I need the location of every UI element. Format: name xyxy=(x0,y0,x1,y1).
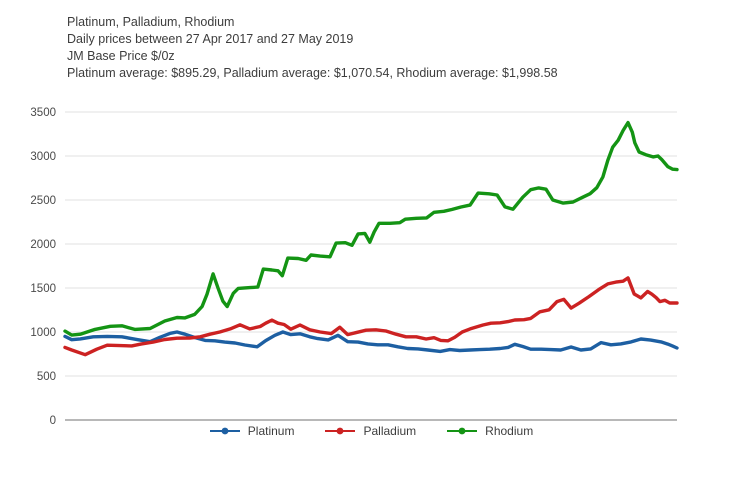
y-tick-label: 0 xyxy=(50,415,56,427)
legend-item-rhodium[interactable]: Rhodium xyxy=(446,424,533,438)
chart-averages: Platinum average: $895.29, Palladium ave… xyxy=(67,66,558,80)
legend-label: Palladium xyxy=(363,424,417,438)
y-tick-label: 2500 xyxy=(30,195,56,207)
y-tick-label: 3000 xyxy=(30,151,56,163)
y-tick-label: 3500 xyxy=(30,107,56,119)
legend-marker-palladium-icon xyxy=(325,427,356,435)
y-tick-label: 1500 xyxy=(30,283,56,295)
legend-label: Platinum xyxy=(247,424,295,438)
chart-title: Platinum, Palladium, Rhodium xyxy=(67,15,235,29)
chart-subtitle: Daily prices between 27 Apr 2017 and 27 … xyxy=(67,32,354,46)
chart-unit-label: JM Base Price $/0z xyxy=(67,49,175,63)
legend-marker-rhodium-icon xyxy=(447,427,478,435)
legend-item-palladium[interactable]: Palladium xyxy=(324,424,416,438)
series-line-platinum xyxy=(63,330,679,354)
y-tick-label: 2000 xyxy=(30,239,56,251)
legend-item-platinum[interactable]: Platinum xyxy=(209,424,295,438)
series-line-rhodium xyxy=(63,120,679,337)
series-line-palladium xyxy=(63,276,679,357)
chart-header: Platinum, Palladium, Rhodium Daily price… xyxy=(67,14,558,82)
legend-marker-platinum-icon xyxy=(209,427,240,435)
y-tick-label: 500 xyxy=(37,371,56,383)
legend-label: Rhodium xyxy=(485,424,534,438)
chart-legend: Platinum Palladium Rhodium xyxy=(65,422,677,440)
y-tick-label: 1000 xyxy=(30,327,56,339)
